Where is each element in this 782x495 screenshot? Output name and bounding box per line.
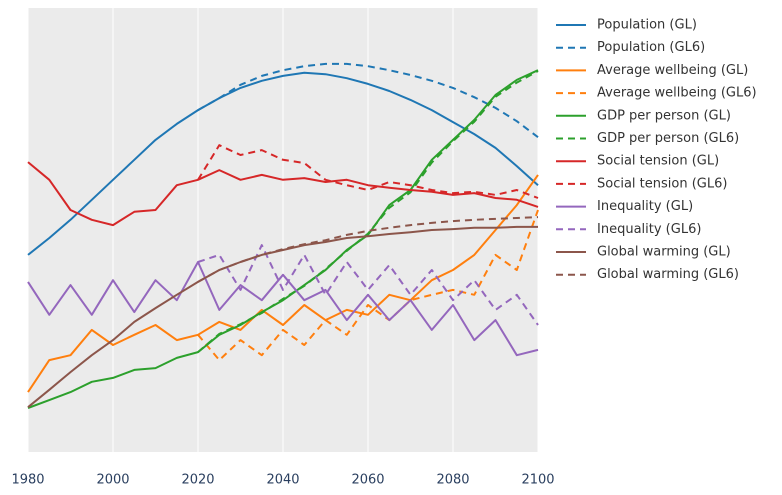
x-tick-label: 2060: [351, 473, 384, 488]
x-tick-label: 2080: [436, 473, 469, 488]
legend-label: GDP per person (GL): [597, 108, 731, 123]
legend-label: Population (GL): [597, 18, 697, 33]
legend-label: Social tension (GL6): [597, 176, 727, 191]
legend-label: Inequality (GL): [597, 199, 693, 214]
series-line: [27, 261, 539, 357]
legend-label: Average wellbeing (GL6): [597, 86, 757, 101]
x-tick-label: 2000: [96, 473, 129, 488]
series-line: [27, 225, 538, 408]
series-line: [197, 244, 539, 326]
legend-label: Average wellbeing (GL): [597, 63, 748, 78]
x-tick-label: 2020: [181, 473, 214, 488]
series-line: [197, 209, 539, 362]
legend-label: Global warming (GL): [597, 245, 731, 260]
legend-label: Social tension (GL): [597, 154, 719, 169]
series-line: [27, 161, 539, 227]
series-line: [197, 70, 539, 353]
legend-label: Population (GL6): [597, 40, 705, 55]
series-line: [197, 216, 539, 283]
legend-label: GDP per person (GL6): [597, 131, 739, 146]
series-line: [27, 71, 539, 256]
x-tick-label: 2100: [521, 473, 554, 488]
series-line: [197, 62, 539, 138]
series-line: [197, 144, 539, 199]
legend-label: Global warming (GL6): [597, 267, 739, 282]
series-line: [27, 174, 539, 393]
x-tick-label: 2040: [266, 473, 299, 488]
series-line: [27, 69, 539, 409]
legend-label: Inequality (GL6): [597, 222, 701, 237]
x-tick-label: 1980: [11, 473, 44, 488]
